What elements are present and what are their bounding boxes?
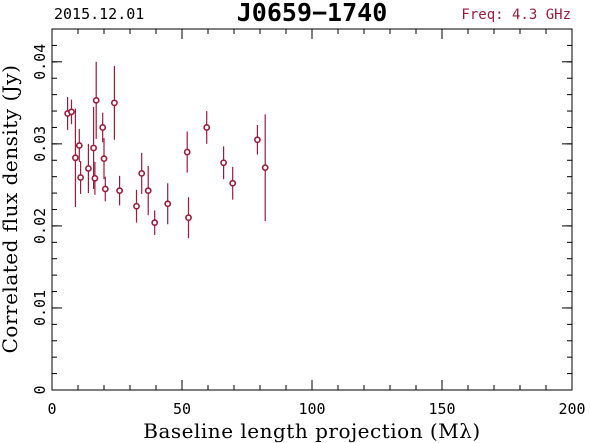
data-point [220, 146, 227, 180]
axis-ticks [51, 28, 573, 391]
observation-date: 2015.12.01 [54, 5, 144, 23]
data-point [75, 129, 83, 162]
plot-title: J0659−1740 [237, 0, 388, 27]
point-marker [185, 214, 192, 222]
point-marker [75, 142, 83, 149]
data-point [183, 131, 191, 173]
data-point [77, 161, 84, 194]
data-point [85, 143, 92, 194]
data-point [185, 197, 192, 239]
point-marker [91, 174, 99, 182]
point-marker [85, 165, 92, 172]
data-points [64, 61, 269, 239]
data-point [151, 210, 159, 235]
point-marker [68, 108, 75, 116]
x-tick-label: 50 [173, 400, 191, 418]
y-tick-label: 0.01 [31, 290, 49, 326]
y-tick-label: 0.02 [31, 208, 49, 244]
point-marker [92, 96, 100, 104]
data-point [203, 111, 211, 144]
point-marker [229, 179, 237, 187]
data-point [72, 108, 79, 208]
y-tick-label: 0.04 [31, 44, 49, 80]
point-marker [203, 124, 211, 131]
point-marker [164, 200, 172, 208]
x-tick-label: 100 [298, 400, 325, 418]
point-marker [101, 185, 109, 193]
point-marker [220, 159, 227, 167]
data-point [261, 114, 269, 221]
data-point [68, 99, 75, 125]
frequency-label: Freq: 4.3 GHz [461, 7, 571, 23]
data-point [116, 175, 123, 206]
point-marker [99, 124, 107, 131]
axis-tick-labels: 0 50 100 150 200 0 0.01 0.02 0.03 0.04 [31, 44, 586, 418]
point-marker [100, 155, 108, 163]
x-tick-label: 0 [47, 400, 56, 418]
plot-frame [51, 28, 573, 391]
data-point [99, 112, 107, 143]
point-marker [90, 144, 97, 152]
x-tick-label: 200 [558, 400, 585, 418]
data-point [138, 152, 146, 194]
data-point [144, 166, 152, 216]
data-point [253, 124, 261, 155]
data-point [133, 189, 140, 223]
point-marker [111, 99, 118, 107]
point-marker [116, 187, 123, 195]
y-axis-label: Correlated flux density (Jy) [0, 65, 22, 354]
y-tick-label: 0 [31, 385, 49, 394]
y-tick-label: 0.03 [31, 126, 49, 162]
point-marker [138, 169, 146, 177]
data-point [92, 61, 100, 139]
point-marker [261, 164, 269, 172]
point-marker [144, 187, 152, 195]
data-point [91, 161, 99, 195]
data-point [100, 138, 108, 180]
data-point [164, 183, 172, 225]
data-point [229, 166, 237, 200]
data-point [111, 65, 118, 140]
data-point [101, 176, 109, 202]
point-marker [133, 202, 140, 210]
point-marker [183, 148, 191, 156]
point-marker [151, 219, 159, 227]
point-marker [72, 154, 79, 162]
x-axis-label: Baseline length projection (Mλ) [143, 419, 480, 443]
point-marker [77, 174, 84, 181]
x-tick-label: 150 [428, 400, 455, 418]
point-marker [253, 136, 261, 144]
